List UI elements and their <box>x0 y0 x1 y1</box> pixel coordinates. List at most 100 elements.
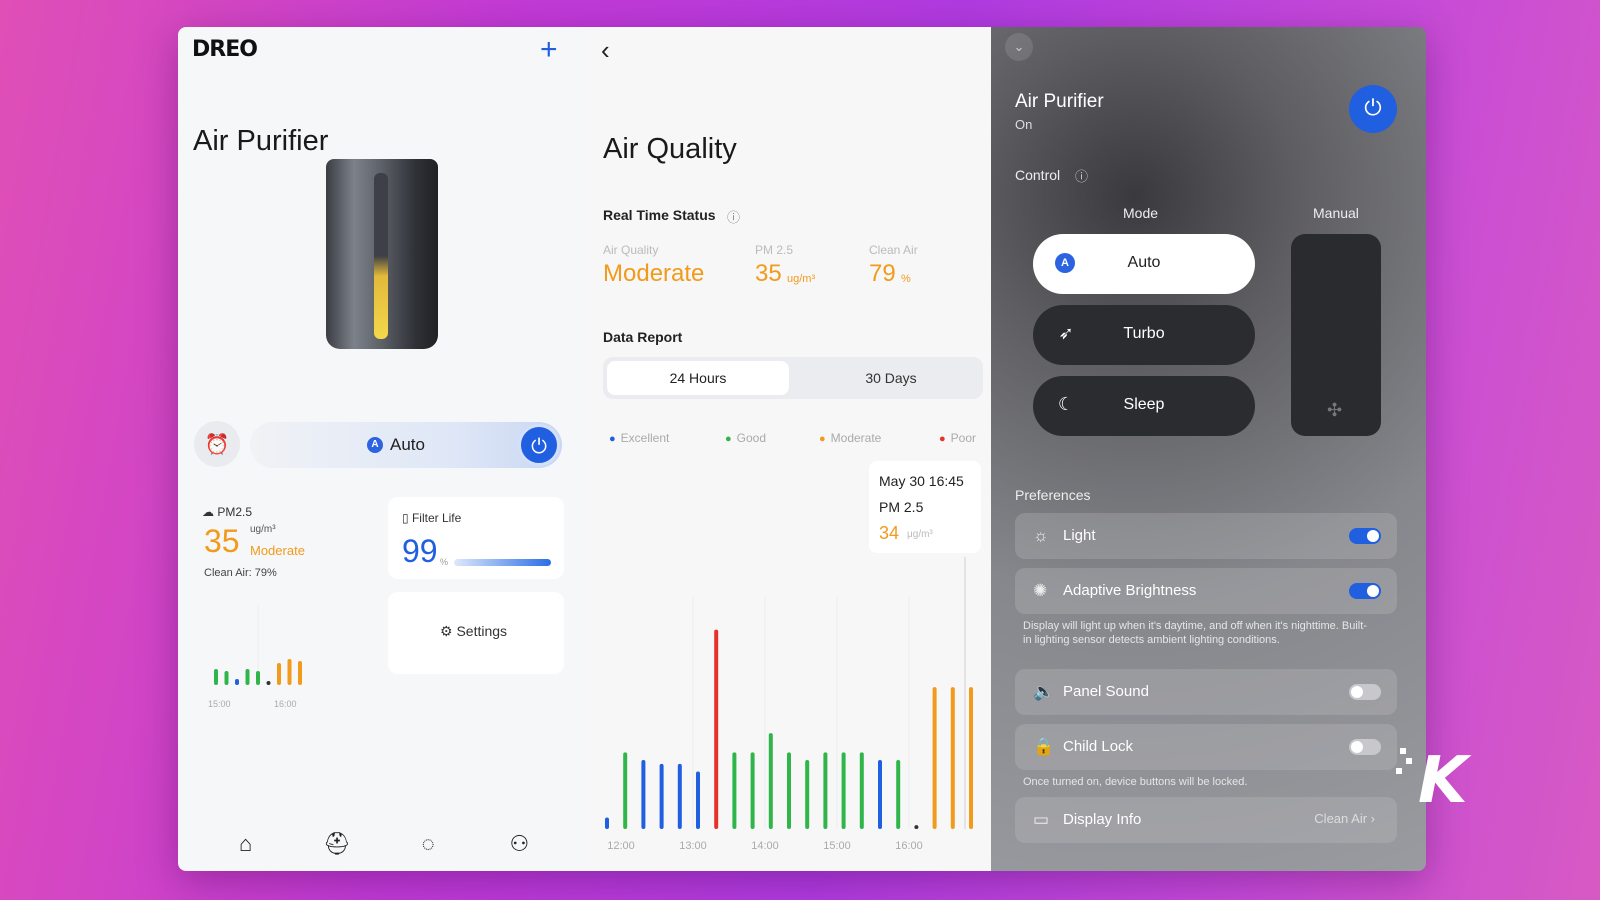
brightness-note: Display will light up when it's daytime,… <box>1023 620 1367 646</box>
pref-sound-label: Panel Sound <box>1063 683 1149 700</box>
mini-chart-bar <box>224 671 229 685</box>
purifier-image <box>326 159 438 349</box>
display-icon: ▭ <box>1033 810 1050 829</box>
chart-bar <box>732 752 737 829</box>
add-device-icon[interactable]: + <box>540 33 558 66</box>
chart-bar <box>805 760 810 829</box>
pref-lock-row: 🔒 Child Lock <box>1015 724 1397 770</box>
filter-header: ▯ Filter Life <box>402 511 462 525</box>
control-label: Control <box>1015 167 1061 183</box>
alarm-clock-icon[interactable]: ⏰ <box>194 421 240 467</box>
chart-bar <box>605 817 609 829</box>
mode-label: Auto <box>390 435 425 454</box>
profile-icon[interactable]: ⚇ <box>509 831 530 856</box>
chart-bar <box>659 763 664 829</box>
pm25-bar-chart[interactable]: 12:00 13:00 14:00 15:00 16:00 <box>587 557 991 867</box>
mode-sleep-button[interactable]: ☾ Sleep <box>1033 376 1255 436</box>
preferences-label: Preferences <box>1015 487 1091 503</box>
filter-unit: % <box>440 557 449 567</box>
auto-mode-icon: A <box>367 437 383 453</box>
device-status: On <box>1015 117 1033 132</box>
x-tick-label: 15:00 <box>823 840 851 852</box>
mini-chart-bar <box>266 681 271 685</box>
x-tick-label: 14:00 <box>751 840 779 852</box>
settings-label: ⚙ Settings <box>440 623 508 639</box>
legend-poor: ● Poor <box>939 431 977 445</box>
light-toggle[interactable] <box>1349 528 1381 544</box>
stat-unit-clean-air: % <box>901 273 911 285</box>
settings-card[interactable]: ⚙ Settings <box>388 592 564 674</box>
stat-unit-pm25: ug/m³ <box>787 273 816 285</box>
power-toggle-button[interactable]: ⏻ <box>1349 85 1397 133</box>
x-tick-label: 16:00 <box>895 840 923 852</box>
info-icon[interactable]: ⓘ <box>727 210 741 225</box>
mini-chart-bar <box>298 661 302 685</box>
chart-bar <box>914 825 919 829</box>
mini-chart-bar <box>245 669 250 685</box>
chart-bar <box>896 760 901 829</box>
mode-auto-label: Auto <box>1127 254 1161 271</box>
tab-30-days[interactable]: 30 Days <box>865 370 917 386</box>
panel-sound-toggle[interactable] <box>1349 684 1381 700</box>
legend-good: ● Good <box>725 431 767 445</box>
chart-bar <box>878 760 882 829</box>
chart-tooltip: May 30 16:45 PM 2.5 34 μg/m³ <box>869 461 981 553</box>
mini-chart-bar <box>256 671 260 685</box>
mode-bar[interactable]: A Auto ⏻ <box>250 422 562 468</box>
lock-icon: 🔒 <box>1033 737 1055 756</box>
discover-icon[interactable]: ◌ <box>421 831 435 856</box>
chevron-down-icon[interactable]: ⌄ <box>1005 33 1033 61</box>
mini-tick-1: 15:00 <box>208 699 231 709</box>
control-info-icon[interactable]: ⓘ <box>1075 169 1089 184</box>
air-quality-panel: ‹ Air Quality Real Time Status ⓘ Air Qua… <box>587 27 991 871</box>
stat-value-pm25: 35 <box>755 260 782 287</box>
bottom-tab-bar: ⌂ ⛑ ◌ ⚇ <box>178 831 587 857</box>
chart-bar <box>823 752 828 829</box>
control-device-title: Air Purifier <box>1015 91 1104 112</box>
legend-excellent: ● Excellent <box>609 431 670 445</box>
moon-icon: ☾ <box>1057 394 1075 414</box>
fan-icon: ✣ <box>1327 400 1343 420</box>
filter-life-card[interactable]: ▯ Filter Life 99 % <box>388 497 564 579</box>
chart-bar <box>787 752 791 829</box>
display-info-value: Clean Air › <box>1314 811 1375 826</box>
chart-bar <box>859 752 864 829</box>
chart-bar <box>677 763 682 829</box>
chart-bar <box>750 752 755 829</box>
home-icon[interactable]: ⌂ <box>238 831 253 856</box>
auto-icon: A <box>1055 253 1075 273</box>
chart-bar <box>932 687 937 829</box>
filter-icon: ▯ <box>402 511 409 525</box>
tab-24-hours[interactable]: 24 Hours <box>607 361 789 395</box>
mode-auto-button[interactable]: A Auto <box>1033 234 1255 294</box>
child-lock-toggle[interactable] <box>1349 739 1381 755</box>
adaptive-brightness-toggle[interactable] <box>1349 583 1381 599</box>
chart-bar <box>969 687 973 829</box>
watermark-logo: K <box>1418 744 1468 818</box>
child-lock-note: Once turned on, device buttons will be l… <box>1023 776 1248 788</box>
legend-moderate: ● Moderate <box>819 431 882 445</box>
watermark-dots <box>1396 748 1416 788</box>
mini-tick-2: 16:00 <box>274 699 297 709</box>
display-info-label: Display Info <box>1063 811 1142 828</box>
tooltip-unit: μg/m³ <box>907 529 933 540</box>
display-info-row[interactable]: ▭ Display Info Clean Air › <box>1015 797 1397 843</box>
filter-progress-bar <box>454 559 552 566</box>
data-report-label: Data Report <box>603 329 683 345</box>
manual-header: Manual <box>1313 205 1359 221</box>
mode-turbo-button[interactable]: ➶ Turbo <box>1033 305 1255 365</box>
chart-bar <box>714 629 719 829</box>
tablet-frame: DREO + Air Purifier ⏰ A Auto ⏻ ☁ PM2.5 3… <box>178 27 1426 871</box>
device-title: Air Purifier <box>193 125 329 157</box>
power-button[interactable]: ⏻ <box>518 424 560 466</box>
filter-value: 99 <box>402 533 438 569</box>
scene-icon[interactable]: ⛑ <box>322 831 351 856</box>
chart-bar <box>841 752 846 829</box>
chart-bar <box>950 687 955 829</box>
pref-light-row: ☼ Light <box>1015 513 1397 559</box>
manual-fan-slider[interactable]: ✣ <box>1291 234 1381 436</box>
pm25-value: 35 <box>204 523 240 559</box>
back-arrow-icon[interactable]: ‹ <box>601 35 610 65</box>
mini-chart-bar <box>214 669 218 685</box>
pm25-card[interactable]: ☁ PM2.5 35 ug/m³ Moderate Clean Air: 79%… <box>196 497 366 717</box>
